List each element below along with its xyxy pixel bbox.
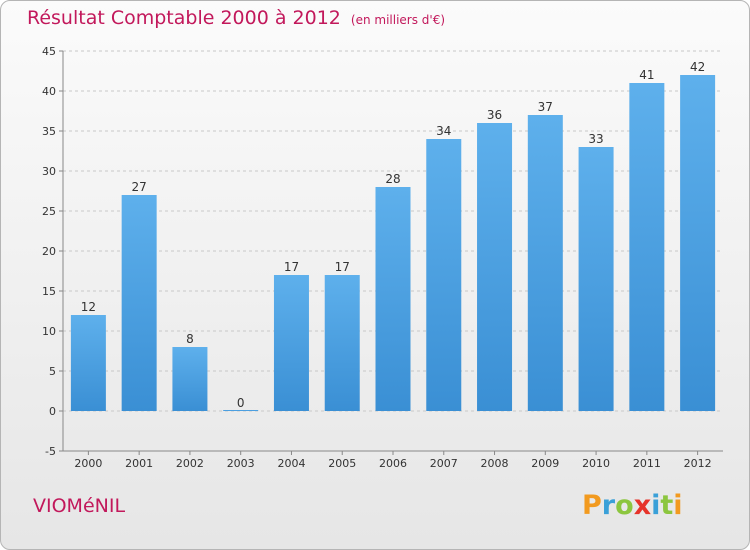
data-label-2002: 8: [186, 332, 194, 346]
bar-2004: [273, 275, 309, 411]
data-label-2010: 33: [588, 132, 603, 146]
x-tick-label-2004: 2004: [277, 457, 305, 470]
x-tick-label-2000: 2000: [74, 457, 102, 470]
y-tick-label: 15: [42, 285, 56, 298]
x-tick-label-2006: 2006: [379, 457, 407, 470]
x-tick-label-2010: 2010: [582, 457, 610, 470]
bar-2007: [426, 139, 462, 411]
x-tick-label-2009: 2009: [531, 457, 559, 470]
bar-2005: [324, 275, 360, 411]
y-tick-label: 20: [42, 245, 56, 258]
logo-letter: i: [673, 490, 683, 521]
y-tick-label: 35: [42, 125, 56, 138]
data-label-2006: 28: [385, 172, 400, 186]
chart-title-main: Résultat Comptable 2000 à 2012: [27, 7, 341, 29]
data-label-2000: 12: [81, 300, 96, 314]
data-label-2007: 34: [436, 124, 451, 138]
town-name: VIOMéNIL: [33, 495, 126, 517]
x-tick-label-2008: 2008: [481, 457, 509, 470]
bar-2009: [527, 115, 563, 411]
bar-2011: [629, 83, 665, 411]
y-tick-label: 25: [42, 205, 56, 218]
y-tick-label: 10: [42, 325, 56, 338]
logo-letter: t: [660, 490, 674, 521]
y-tick-label: -5: [45, 445, 56, 458]
x-tick-label-2011: 2011: [633, 457, 661, 470]
logo-letter: x: [633, 490, 652, 521]
y-tick-label: 30: [42, 165, 56, 178]
x-tick-label-2005: 2005: [328, 457, 356, 470]
data-label-2008: 36: [487, 108, 502, 122]
chart-title-unit: (en milliers d'€): [350, 13, 446, 27]
data-label-2011: 41: [639, 68, 654, 82]
x-tick-label-2012: 2012: [684, 457, 712, 470]
logo-letter: P: [582, 490, 602, 521]
data-label-2003: 0: [237, 396, 245, 410]
x-tick-label-2001: 2001: [125, 457, 153, 470]
bar-2006: [375, 187, 411, 411]
data-label-2001: 27: [132, 180, 147, 194]
bar-2010: [578, 147, 614, 411]
data-label-2004: 17: [284, 260, 299, 274]
logo-letter: i: [651, 490, 661, 521]
data-label-2009: 37: [538, 100, 553, 114]
logo-letter: o: [615, 490, 634, 521]
y-tick-label: 0: [49, 405, 56, 418]
x-tick-label-2007: 2007: [430, 457, 458, 470]
bar-2001: [121, 195, 157, 411]
y-tick-label: 5: [49, 365, 56, 378]
bar-2008: [477, 123, 513, 411]
bar-2003: [223, 410, 259, 411]
y-tick-label: 40: [42, 85, 56, 98]
y-tick-label: 45: [42, 45, 56, 58]
chart-title: Résultat Comptable 2000 à 2012 (en millie…: [27, 7, 445, 29]
logo-letter: r: [601, 490, 616, 521]
x-tick-label-2003: 2003: [227, 457, 255, 470]
bar-2012: [680, 75, 716, 411]
x-tick-label-2002: 2002: [176, 457, 204, 470]
bar-2002: [172, 347, 208, 411]
data-label-2005: 17: [335, 260, 350, 274]
bar-2000: [70, 315, 106, 411]
data-label-2012: 42: [690, 60, 705, 74]
proxiti-logo: Proxiti: [582, 490, 683, 521]
